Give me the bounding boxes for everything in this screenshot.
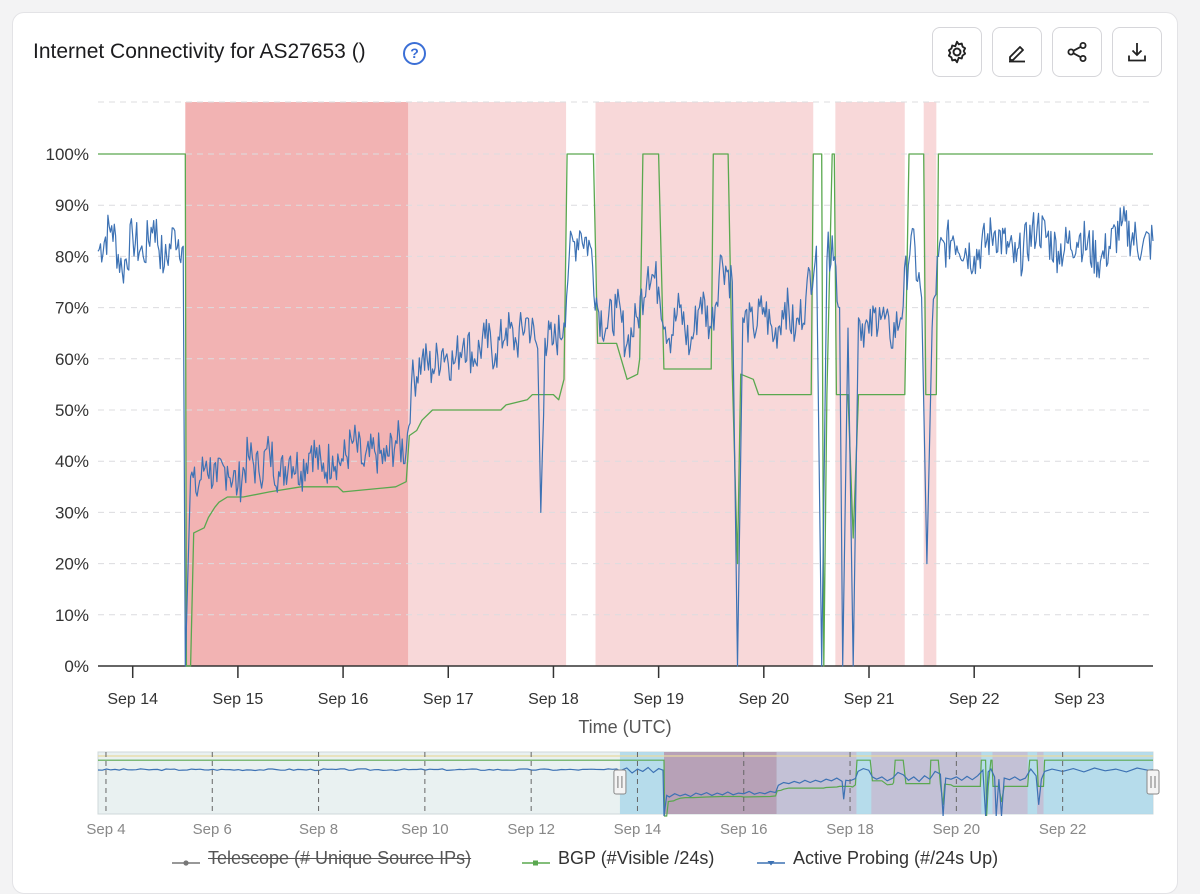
navigator-tick-label: Sep 8 <box>299 821 338 838</box>
legend-marker-bgp <box>522 860 550 866</box>
y-tick-label: 10% <box>55 606 89 625</box>
share-button[interactable] <box>1052 27 1102 77</box>
x-tick-label: Sep 18 <box>528 691 579 708</box>
legend-label-telescope: Telescope (# Unique Source IPs) <box>208 848 472 868</box>
navigator-tick-label: Sep 4 <box>86 821 125 838</box>
navigator-outage-band <box>664 752 777 814</box>
outage-band-4 <box>923 102 937 666</box>
y-tick-label: 20% <box>55 555 89 574</box>
x-tick-label: Sep 19 <box>633 691 684 708</box>
navigator-probing-line <box>97 766 1154 817</box>
y-tick-label: 60% <box>55 350 89 369</box>
y-tick-label: 50% <box>55 401 89 420</box>
y-tick-label: 0% <box>64 657 89 676</box>
outage-band-1 <box>408 102 567 666</box>
y-tick-label: 30% <box>55 503 89 522</box>
navigator-handle-right[interactable] <box>1146 769 1160 795</box>
x-tick-label: Sep 20 <box>738 691 789 708</box>
navigator-tick-label: Sep 10 <box>401 821 449 838</box>
navigator-tick-label: Sep 20 <box>933 821 981 838</box>
bgp-line <box>98 153 1153 667</box>
y-tick-label: 70% <box>55 299 89 318</box>
navigator-background <box>97 751 1154 815</box>
share-icon <box>1067 42 1087 62</box>
x-axis-label: Time (UTC) <box>578 717 671 737</box>
x-tick-label: Sep 17 <box>423 691 474 708</box>
navigator-outage-band <box>1037 752 1044 814</box>
x-tick-label: Sep 15 <box>213 691 264 708</box>
outage-band-0 <box>185 102 409 666</box>
navigator-tick-label: Sep 14 <box>614 821 662 838</box>
x-tick-label: Sep 23 <box>1054 691 1105 708</box>
legend-label-bgp: BGP (#Visible /24s) <box>558 848 715 868</box>
navigator-lines <box>97 759 1154 817</box>
help-icon[interactable]: ? <box>403 42 426 65</box>
navigator-tick-label: Sep 12 <box>507 821 555 838</box>
outage-band-3 <box>835 102 905 666</box>
y-tick-label: 80% <box>55 247 89 266</box>
navigator-axis: Sep 4 Sep 6 Sep 8 Sep 10 Sep 12 Sep 14 Sep 16 S… <box>86 752 1086 838</box>
navigator-tick-label: Sep 6 <box>193 821 232 838</box>
navigator-tick-label: Sep 16 <box>720 821 768 838</box>
x-tick-label: Sep 16 <box>318 691 369 708</box>
gear-icon <box>947 40 967 64</box>
x-tick-label: Sep 14 <box>107 691 158 708</box>
outage-band-2 <box>595 102 814 666</box>
series-lines <box>97 153 1154 667</box>
main-chart[interactable]: 0% 10% 20% 30% 40% 50% 60% 70% 80% 90% 100% Sep 14… <box>0 0 1200 750</box>
legend-marker-active-probing <box>757 861 785 866</box>
navigator-handle-left[interactable] <box>613 769 627 795</box>
y-tick-label: 90% <box>55 196 89 215</box>
legend-label-active-probing: Active Probing (#/24s Up) <box>793 848 999 868</box>
x-axis: Sep 14 Sep 15 Sep 16 Sep 17 Sep 18 Sep 19 Sep … <box>98 665 1153 708</box>
active-probing-line <box>97 206 1154 667</box>
settings-button[interactable] <box>932 27 982 77</box>
y-tick-label: 100% <box>46 145 89 164</box>
download-button[interactable] <box>1112 27 1162 77</box>
navigator-tick-label: Sep 18 <box>826 821 874 838</box>
chart-title: Internet Connectivity for AS27653 () <box>33 40 366 63</box>
legend-marker-telescope <box>172 860 200 866</box>
navigator-tick-label: Sep 22 <box>1039 821 1087 838</box>
edit-button[interactable] <box>992 27 1042 77</box>
x-tick-label: Sep 21 <box>844 691 895 708</box>
navigator-outage-band <box>992 752 1028 814</box>
y-tick-label: 40% <box>55 452 89 471</box>
download-icon <box>1128 43 1146 62</box>
navigator-handles[interactable] <box>613 769 1160 795</box>
pencil-icon <box>1009 46 1025 63</box>
navigator-bgp-line <box>98 759 1153 817</box>
y-axis: 0% 10% 20% 30% 40% 50% 60% 70% 80% 90% 100% <box>46 145 89 676</box>
x-tick-label: Sep 22 <box>949 691 1000 708</box>
navigator[interactable]: Sep 4 Sep 6 Sep 8 Sep 10 Sep 12 Sep 14 Sep 16 S… <box>0 745 1200 840</box>
outage-bands <box>185 102 937 666</box>
